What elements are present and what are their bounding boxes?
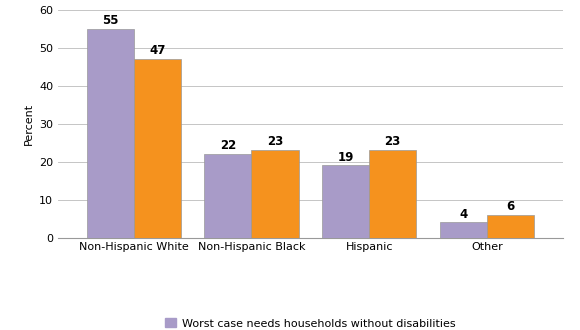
Text: 23: 23 — [267, 135, 283, 148]
Bar — [369, 150, 416, 238]
Bar — [251, 150, 299, 238]
Text: 47: 47 — [149, 44, 165, 57]
Bar — [133, 59, 181, 238]
Text: 6: 6 — [506, 200, 514, 213]
Text: 19: 19 — [338, 150, 354, 164]
Bar — [322, 166, 369, 238]
Text: 4: 4 — [459, 208, 467, 220]
Text: 55: 55 — [102, 14, 118, 27]
Legend: Worst case needs households without disabilities, Worst case needs households wi: Worst case needs households without disa… — [163, 316, 458, 330]
Y-axis label: Percent: Percent — [23, 103, 34, 145]
Bar — [440, 222, 487, 238]
Bar — [86, 29, 133, 238]
Text: 23: 23 — [385, 135, 401, 148]
Bar — [204, 154, 251, 238]
Text: 22: 22 — [220, 139, 236, 152]
Bar — [487, 215, 534, 238]
